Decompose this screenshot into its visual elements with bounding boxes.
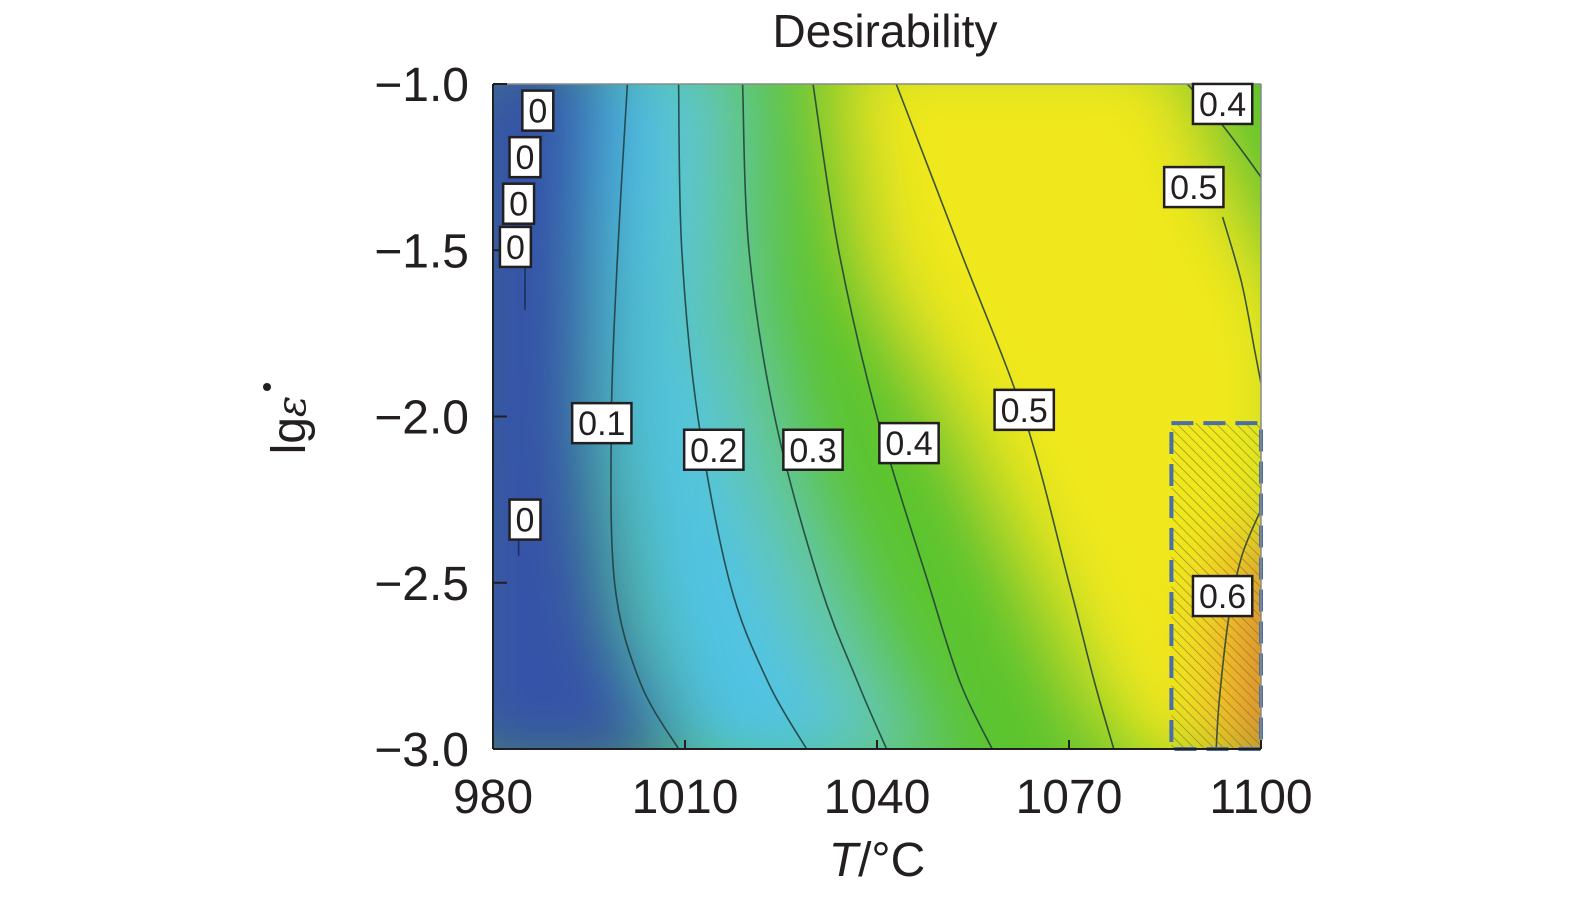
y-tick-label-−2.5: −2.5 — [374, 558, 469, 611]
contour-label-text: 0 — [506, 229, 525, 267]
contour-label-text: 0.2 — [690, 432, 737, 470]
contour-label-text: 0 — [516, 502, 535, 540]
x-axis-label: T/°C — [829, 834, 926, 887]
contour-label-text: 0.6 — [1199, 578, 1246, 616]
contour-label-text: 0 — [509, 186, 528, 224]
contour-label-box — [521, 89, 555, 132]
contour-label-box — [508, 498, 542, 541]
x-tick-label-1070: 1070 — [1016, 771, 1123, 824]
contour-label-0.4-10: 0.4 — [1191, 82, 1254, 126]
contour-label-0-2: 0 — [501, 182, 536, 225]
contour-label-box — [508, 135, 542, 179]
contour-label-text: 0.3 — [789, 432, 836, 470]
x-tick-label-980: 980 — [453, 771, 533, 824]
contour-line-0.5-6 — [1221, 216, 1261, 384]
contour-line-0.1-0 — [610, 84, 680, 749]
y-tick-label-−3.0: −3.0 — [374, 724, 469, 777]
y-tick-label-−2.0: −2.0 — [374, 392, 469, 445]
x-axis-label-unit: /°C — [858, 834, 925, 887]
x-axis-label-italic: T — [829, 834, 862, 887]
contour-label-0.6-12: 0.6 — [1191, 574, 1254, 618]
contour-label-text: 0.4 — [885, 425, 932, 463]
contour-label-box — [993, 388, 1056, 432]
region-teal — [682, 84, 915, 749]
contour-label-0.4-8: 0.4 — [878, 421, 940, 465]
contour-label-0.2-6: 0.2 — [682, 428, 745, 471]
contour-label-text: 0.5 — [1170, 169, 1217, 207]
contour-label-text: 0.1 — [578, 405, 625, 443]
contour-line-0.5-4 — [895, 84, 1115, 749]
contour-label-0-4: 0 — [508, 498, 542, 541]
x-tick-label-1010: 1010 — [632, 771, 739, 824]
contour-label-0-1: 0 — [508, 135, 542, 179]
contour-label-box — [1191, 574, 1254, 618]
contour-labels: 0 0 0 0 0 0.1 0.2 0.3 0.4 0.5 0.4 0.5 0.6 — [498, 82, 1254, 618]
x-tick-label-1100: 1100 — [1209, 771, 1312, 824]
contour-label-0-0: 0 — [521, 89, 555, 132]
y-axis-label-symbol: ε — [269, 396, 315, 417]
y-axis-label: lgε — [263, 383, 316, 454]
contour-label-0.3-7: 0.3 — [782, 428, 844, 471]
contour-label-0-3: 0 — [498, 225, 533, 269]
chart-title: Desirability — [773, 5, 998, 57]
contour-label-box — [501, 182, 536, 225]
contour-label-text: 0.4 — [1199, 86, 1246, 124]
region-cyan — [601, 84, 862, 749]
y-tick-label-−1.0: −1.0 — [374, 59, 469, 112]
contour-label-0.5-11: 0.5 — [1162, 165, 1225, 209]
contour-label-0.5-9: 0.5 — [993, 388, 1056, 432]
contour-label-text: 0.5 — [1001, 392, 1048, 430]
y-axis-label-dot — [263, 383, 271, 391]
contour-label-box — [570, 401, 633, 445]
y-tick-label-−1.5: −1.5 — [374, 225, 469, 278]
contour-label-box — [498, 225, 533, 269]
svg-text:lgε: lgε — [263, 396, 316, 455]
contour-label-box — [1162, 165, 1225, 209]
contour-label-text: 0 — [528, 93, 547, 131]
contour-label-box — [878, 421, 940, 465]
contour-label-box — [1191, 82, 1254, 126]
axis-ticks: 980 1010 1040 1070 1100 −1.0 −1.5 −2.0 −2.5 −3.0 — [374, 59, 1312, 824]
region-green — [690, 84, 1071, 749]
contour-label-0.1-5: 0.1 — [570, 401, 633, 445]
contour-label-text: 0 — [516, 139, 535, 177]
x-tick-label-1040: 1040 — [824, 771, 931, 824]
contour-label-box — [682, 428, 745, 471]
y-axis-label-base: lg — [263, 417, 316, 454]
contour-label-box — [782, 428, 844, 471]
